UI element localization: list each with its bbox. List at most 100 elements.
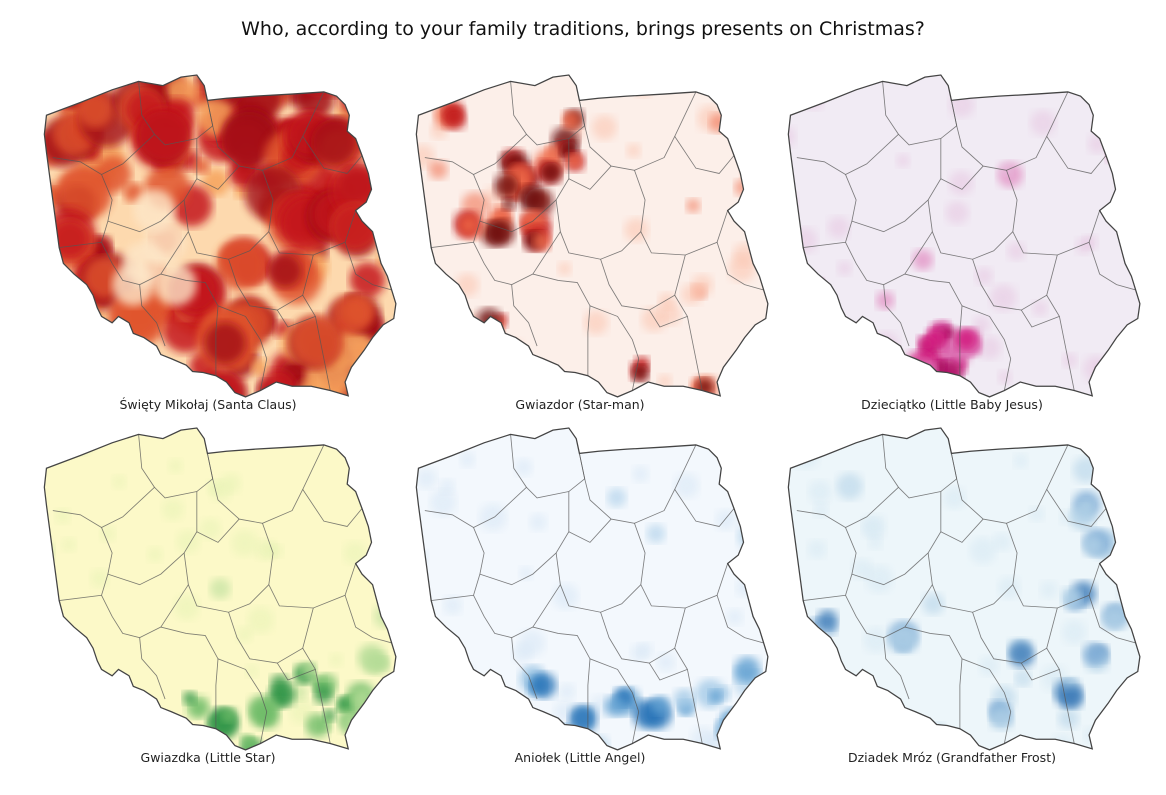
poland-map	[787, 427, 1141, 751]
voivodeship-border	[883, 284, 910, 347]
density-blob	[44, 339, 71, 381]
voivodeship-border	[904, 626, 963, 729]
density-blob	[1110, 116, 1129, 134]
voivodeship-border	[648, 309, 688, 328]
density-blob	[44, 81, 65, 105]
density-hotspot	[494, 173, 519, 198]
voivodeship-border	[183, 552, 270, 613]
density-blob	[236, 626, 253, 643]
voivodeship-border	[302, 136, 363, 174]
voivodeship-border	[302, 295, 331, 391]
country-border	[43, 74, 397, 398]
density-blob	[624, 217, 649, 242]
density-layer	[416, 75, 756, 397]
voivodeship-border	[101, 231, 189, 286]
density-blob	[969, 537, 997, 564]
voivodeship-border	[940, 165, 984, 190]
density-hotspot	[566, 153, 582, 169]
density-blob	[514, 458, 533, 477]
density-hotspot	[631, 364, 649, 382]
density-blob	[583, 310, 609, 335]
density-blob	[519, 566, 533, 580]
density-blob	[90, 569, 109, 588]
density-blob	[55, 508, 71, 524]
density-blob	[475, 344, 498, 367]
density-blob	[161, 498, 184, 521]
density-hotspot	[240, 733, 254, 748]
density-blob	[788, 304, 805, 330]
density-hotspot	[1061, 587, 1082, 608]
density-blob	[63, 428, 90, 455]
density-blob	[447, 644, 461, 658]
voivodeship-border	[883, 637, 910, 700]
density-blob	[728, 255, 756, 282]
density-hotspot	[182, 691, 197, 705]
voivodeship-border	[674, 136, 735, 174]
density-hotspot	[1082, 642, 1106, 666]
voivodeship-border	[972, 607, 1058, 664]
voivodeship-border	[1046, 489, 1107, 527]
density-hotspot	[673, 688, 695, 710]
voivodeship-border	[555, 199, 642, 260]
density-blob	[360, 490, 376, 506]
density-hotspot	[136, 107, 192, 163]
density-hotspot	[1103, 606, 1127, 631]
density-blob	[44, 542, 54, 561]
voivodeship-border	[555, 552, 642, 613]
voivodeship-border	[803, 527, 857, 602]
density-hotspot	[917, 335, 935, 354]
density-hotspot	[313, 684, 333, 704]
density-blob	[439, 479, 455, 495]
voivodeship-border	[196, 165, 240, 190]
density-light-area	[154, 263, 197, 306]
density-blob	[357, 468, 382, 493]
voivodeship-border	[217, 658, 268, 744]
density-blob	[833, 343, 848, 358]
density-hotspot	[485, 317, 505, 336]
density-blob	[1030, 110, 1056, 136]
density-blob	[231, 529, 259, 557]
density-blob	[1058, 707, 1079, 729]
density-blob	[553, 583, 579, 610]
density-hotspot	[889, 625, 918, 653]
density-hotspot	[331, 203, 379, 251]
voivodeship-border	[578, 444, 697, 524]
density-blob	[105, 702, 126, 722]
voivodeship-border	[674, 489, 735, 527]
density-blob	[827, 216, 850, 239]
density-hotspot	[427, 644, 444, 661]
density-blob	[416, 332, 444, 359]
density-hotspot	[1079, 498, 1094, 513]
density-blob	[975, 267, 994, 286]
density-blob	[726, 608, 743, 626]
density-blob	[202, 168, 230, 196]
country-border	[415, 74, 769, 398]
density-blob	[449, 647, 465, 663]
density-hotspot	[332, 294, 372, 334]
poland-map	[43, 427, 397, 751]
density-blob	[922, 592, 945, 615]
voivodeship-border	[473, 231, 561, 286]
density-blob	[443, 312, 469, 338]
density-blob	[250, 358, 269, 376]
density-blob	[372, 86, 396, 116]
density-hotspot	[923, 361, 938, 377]
country-border	[787, 427, 1141, 751]
density-blob	[630, 644, 648, 662]
density-blob	[512, 642, 533, 663]
map-panel-dzieciatko: Dzieciątko (Little Baby Jesus)	[782, 72, 1142, 442]
density-blob	[354, 472, 380, 498]
voivodeship-border	[217, 305, 268, 391]
map-panel-gwiazdor: Gwiazdor (Star-man)	[410, 72, 770, 442]
density-layer	[44, 428, 396, 750]
density-hotspot	[569, 705, 597, 734]
density-blob	[788, 193, 799, 211]
density-blob	[646, 524, 666, 543]
voivodeship-border	[107, 491, 198, 586]
density-blob	[501, 722, 528, 749]
voivodeship-border	[961, 658, 1012, 744]
density-blob	[416, 468, 437, 489]
density-blob	[100, 526, 116, 542]
density-hotspot	[540, 162, 562, 183]
voivodeship-border	[107, 138, 198, 233]
